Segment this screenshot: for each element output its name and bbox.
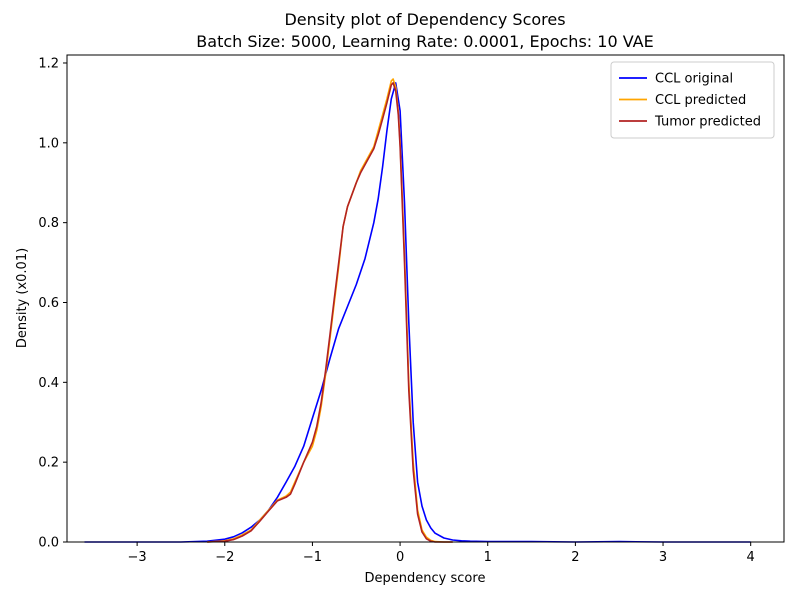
y-tick-label: 0.4 <box>38 376 59 391</box>
chart-title: Density plot of Dependency Scores <box>284 10 565 29</box>
x-tick-label: 3 <box>659 550 667 565</box>
legend-label-1: CCL predicted <box>655 93 746 108</box>
plot-frame <box>66 54 785 543</box>
y-tick-label: 0.6 <box>38 296 59 311</box>
y-tick-label: 0.8 <box>38 216 59 231</box>
x-tick-label: −3 <box>128 550 147 565</box>
legend-label-0: CCL original <box>655 72 733 87</box>
y-tick-label: 1.0 <box>38 136 59 151</box>
legend: CCL original CCL predicted Tumor predicted <box>610 61 775 139</box>
series-line-2 <box>207 82 453 543</box>
x-axis: −3 −2 −1 0 1 2 3 4 <box>128 542 755 565</box>
x-tick-label: −1 <box>303 550 322 565</box>
y-tick-label: 1.2 <box>38 56 59 71</box>
series-line-1 <box>207 78 453 543</box>
y-axis: 0.0 0.2 0.4 0.6 0.8 1.0 1.2 <box>38 56 67 551</box>
chart-subtitle: Batch Size: 5000, Learning Rate: 0.0001,… <box>196 32 653 51</box>
legend-box <box>610 61 775 139</box>
x-tick-label: 0 <box>396 550 404 565</box>
x-tick-label: 2 <box>571 550 579 565</box>
y-tick-label: 0.0 <box>38 536 59 551</box>
legend-label-2: Tumor predicted <box>654 115 761 130</box>
y-axis-label: Density (x0.01) <box>15 248 30 348</box>
y-tick-label: 0.2 <box>38 456 59 471</box>
plot-area <box>66 54 785 543</box>
x-tick-label: 4 <box>747 550 755 565</box>
x-tick-label: −2 <box>215 550 234 565</box>
title-group: Density plot of Dependency Scores Batch … <box>196 10 653 51</box>
x-tick-label: 1 <box>484 550 492 565</box>
series-line-0 <box>84 82 751 543</box>
x-axis-label: Dependency score <box>365 571 486 586</box>
